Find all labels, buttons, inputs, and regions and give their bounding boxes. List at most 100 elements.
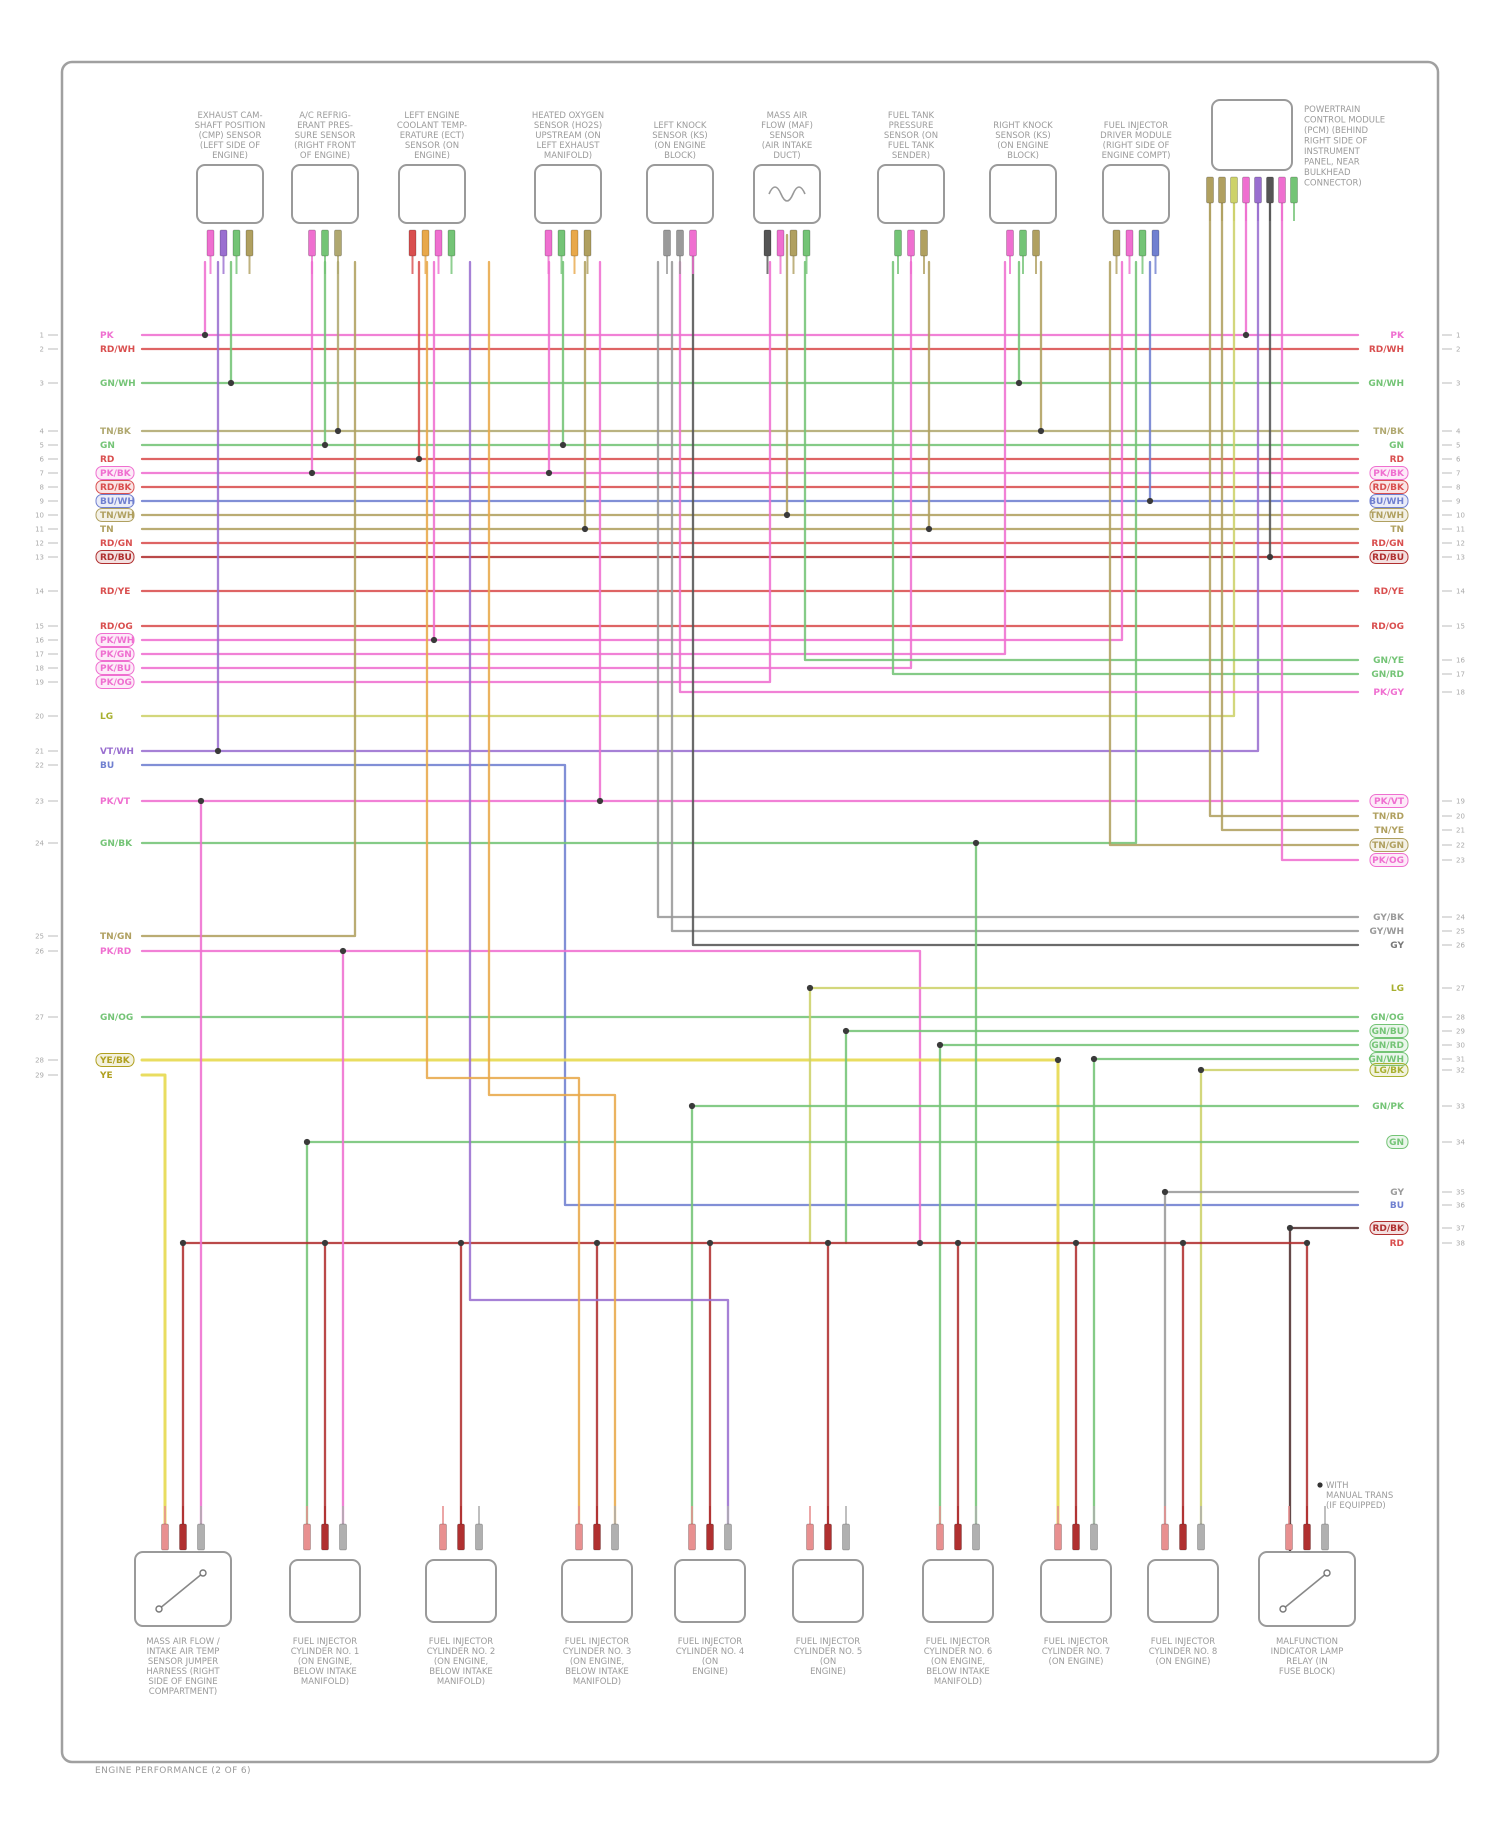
component-label: FUEL INJECTOR: [926, 1637, 990, 1647]
wire-code-left: RD/BU: [100, 553, 132, 563]
edge-tick-number: 4: [1456, 428, 1461, 436]
edge-tick-number: 9: [40, 498, 44, 506]
component-label: SENSOR JUMPER: [148, 1657, 218, 1667]
connector-pin: [724, 1523, 732, 1551]
pcm-note: INSTRUMENT: [1304, 147, 1361, 157]
wire-code-right: BU/WH: [1369, 497, 1404, 507]
wire: [140, 260, 1007, 656]
wire-code-right: TN/GN: [1372, 841, 1404, 851]
wire: [1108, 260, 1360, 847]
component-label: MANIFOLD): [437, 1677, 485, 1687]
connector-pin: [475, 1523, 483, 1551]
connector-pin: [570, 229, 579, 257]
wire: [140, 200, 1260, 753]
wire: [891, 260, 1360, 676]
edge-tick-number: 16: [35, 637, 44, 645]
wire-code-pill: [1369, 794, 1409, 808]
component-label: FUEL INJECTOR: [796, 1637, 860, 1647]
junction-dot: [1197, 1066, 1205, 1074]
component-label: ENGINE): [692, 1667, 728, 1677]
junction-dot: [972, 839, 980, 847]
wire-code-left: GN/BK: [100, 839, 133, 849]
wire-code-right: PK/GY: [1373, 688, 1404, 698]
edge-tick-number: 4: [40, 428, 45, 436]
wire-code-left: PK: [100, 331, 115, 341]
component-label: CYLINDER NO. 7: [1042, 1647, 1111, 1657]
wire-code-right: LG/BK: [1374, 1066, 1405, 1076]
switch-lever: [158, 1572, 204, 1610]
connector-pin: [1242, 176, 1250, 204]
wire-code-left: RD/YE: [100, 587, 130, 597]
edge-tick-number: 29: [1456, 1028, 1465, 1036]
edge-tick-number: 38: [1456, 1240, 1465, 1248]
wire-code-left: GN/WH: [100, 379, 136, 389]
component-label: (RIGHT FRONT: [294, 141, 356, 151]
junction-dot: [1242, 331, 1250, 339]
wire: [656, 260, 1360, 919]
connector-pin: [219, 229, 228, 257]
junction-dot: [1072, 1239, 1080, 1247]
component-label: ENGINE): [212, 151, 248, 161]
wire-code-right: PK/VT: [1374, 797, 1405, 807]
connector-pin: [544, 229, 553, 257]
component-label: FLOW (MAF): [761, 121, 813, 131]
component-label: BELOW INTAKE: [429, 1667, 493, 1677]
fuel-injector-2: [425, 1559, 497, 1623]
wire-code-pill: [95, 647, 135, 661]
wire-code-pill: [95, 1053, 135, 1067]
ac-refrigerant-pressure-sensor: [291, 164, 359, 224]
edge-tick-number: 5: [1456, 442, 1460, 450]
edge-tick-number: 6: [1456, 456, 1461, 464]
fuel-injector-driver-module: [1102, 164, 1170, 224]
connector-pin: [557, 229, 566, 257]
wire-code-left: LG: [100, 712, 113, 722]
connector-pin: [1032, 229, 1040, 257]
wire-code-right: LG: [1391, 984, 1404, 994]
component-label: DUCT): [773, 151, 800, 161]
edge-tick-number: 24: [1456, 914, 1465, 922]
edge-tick-number: 8: [40, 484, 44, 492]
component-label: (ON ENGINE): [1156, 1657, 1211, 1667]
component-label: FUEL INJECTOR: [1104, 121, 1168, 131]
edge-tick-number: 15: [1456, 623, 1465, 631]
junction-dot: [559, 441, 567, 449]
component-label: BELOW INTAKE: [293, 1667, 357, 1677]
component-label: SENSOR (KS): [995, 131, 1050, 141]
wire-code-pill: [95, 508, 135, 522]
wire-code-left: GN/OG: [100, 1013, 133, 1023]
component-label: (CMP) SENSOR: [199, 131, 262, 141]
edge-tick-number: 13: [35, 554, 44, 562]
edge-tick-number: 11: [1456, 526, 1465, 534]
wire-code-right: TN: [1390, 525, 1404, 535]
junction-dot: [1037, 427, 1045, 435]
wire: [670, 260, 1360, 933]
wire-code-left: PK/OG: [100, 678, 132, 688]
junction-dot: [308, 469, 316, 477]
edge-tick-number: 37: [1456, 1225, 1465, 1233]
junction-dot: [339, 947, 347, 955]
connector-pin: [583, 229, 592, 257]
wire-code-left: PK/VT: [100, 797, 131, 807]
component-label: (ON ENGINE,: [434, 1657, 488, 1667]
wire-code-right: RD/GN: [1371, 539, 1404, 549]
edge-tick-number: 17: [1456, 671, 1465, 679]
junction-dot: [430, 636, 438, 644]
connector-pin: [920, 229, 928, 257]
connector-pin: [161, 1523, 169, 1551]
component-label: RELAY (IN: [1286, 1657, 1327, 1667]
edge-tick-number: 19: [35, 679, 44, 687]
edge-tick-number: 2: [40, 346, 44, 354]
junction-dot: [201, 331, 209, 339]
connector-pin: [339, 1523, 347, 1551]
connector-pin: [1266, 176, 1274, 204]
connector-pin: [1006, 229, 1014, 257]
wire-code-pill: [1369, 466, 1409, 480]
wire: [691, 233, 1360, 947]
pcm-note: CONNECTOR): [1304, 179, 1362, 189]
wire-code-right: GN/WH: [1368, 379, 1404, 389]
component-label: BLOCK): [1007, 151, 1039, 161]
fuel-injector-7: [1040, 1559, 1112, 1623]
edge-tick-number: 20: [1456, 813, 1465, 821]
wire-code-right: GY/WH: [1370, 927, 1404, 937]
component-label: (LEFT SIDE OF: [200, 141, 260, 151]
